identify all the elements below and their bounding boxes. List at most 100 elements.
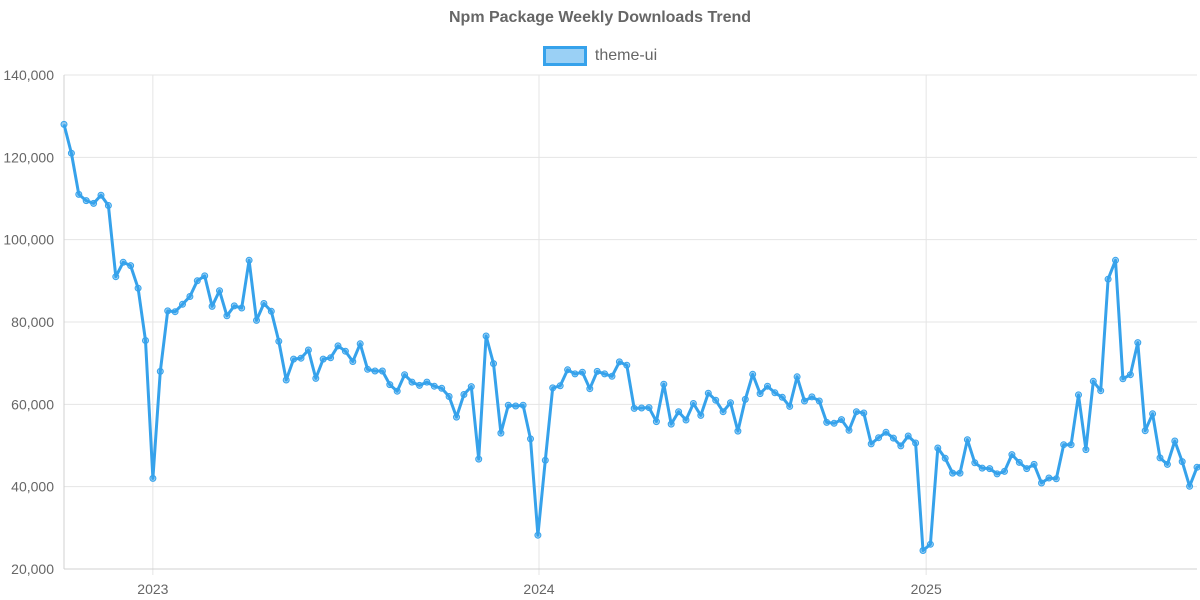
data-point [112,273,120,281]
data-point [164,307,172,315]
data-point [667,420,675,428]
data-point [986,465,994,473]
data-point [963,436,971,444]
data-point [238,304,246,312]
data-point [445,393,453,400]
data-point [60,120,68,128]
data-point [119,258,127,266]
data-point [104,202,112,209]
data-point [971,459,979,467]
data-point [1178,458,1186,466]
y-tick-label: 80,000 [11,314,54,330]
data-point [171,308,179,316]
data-point [1193,463,1200,471]
data-point [845,426,853,434]
data-point [764,382,771,390]
legend-label[interactable]: theme-ui [594,47,658,64]
data-point [689,400,697,407]
data-point [1104,275,1112,283]
data-point [356,340,364,348]
data-point [393,387,401,395]
data-point [1067,441,1075,449]
data-point [438,384,446,392]
data-point [519,401,527,409]
data-point [697,411,705,419]
data-point [216,287,223,295]
y-tick-label: 20,000 [11,561,54,577]
y-tick-label: 140,000 [3,67,54,83]
data-point [512,402,520,410]
data-point [341,347,349,355]
data-point [193,277,201,285]
data-point [712,396,720,404]
data-point [1082,446,1090,454]
data-point [808,393,816,401]
legend-swatch[interactable] [542,46,587,66]
data-point [623,361,631,369]
data-point [304,346,312,354]
data-point [564,366,572,374]
data-point [652,418,660,426]
data-point [956,469,964,477]
data-point [749,370,757,378]
data-point [1186,482,1194,490]
data-point [156,367,164,375]
data-point [1001,467,1008,475]
data-point [786,402,794,410]
data-point [504,401,512,409]
data-point [1097,387,1105,395]
data-point [704,389,712,397]
x-tick-label: 2025 [911,581,942,597]
data-point [660,380,668,388]
data-point [267,307,275,315]
data-point [319,355,327,363]
x-tick-labels: 2023 2024 2025 [137,581,942,597]
data-point [245,256,253,264]
data-point [571,370,579,378]
data-point [430,382,438,390]
data-point [741,395,749,403]
data-point [97,191,105,199]
data-point [497,429,505,437]
data-point [904,432,912,440]
y-tick-label: 120,000 [3,149,54,165]
data-point [408,378,416,386]
data-point [275,337,283,345]
data-point [423,378,431,386]
data-point [260,300,268,307]
data-point [327,354,335,362]
data-point [475,455,483,463]
data-point [467,383,475,391]
chart-title: Npm Package Weekly Downloads Trend [448,9,752,26]
data-point [1008,451,1016,459]
data-point [593,367,601,375]
data-point [586,385,594,393]
data-point [334,342,342,350]
data-point [727,399,734,407]
data-point [1163,460,1171,468]
data-point [82,197,90,205]
data-point [482,332,490,340]
data-point [1156,454,1164,462]
legend[interactable]: theme-ui [0,46,1200,66]
data-point [778,393,786,401]
data-point [134,284,142,292]
data-point [1089,377,1097,385]
data-point [838,416,845,424]
data-point [941,454,949,462]
data-point [378,367,386,375]
data-point [867,440,875,448]
data-point [719,408,727,416]
data-point [756,390,764,398]
data-point [149,474,157,482]
data-point [186,293,194,300]
data-point [882,428,890,436]
data-point [75,190,83,198]
data-point [608,372,616,380]
y-tick-labels: 20,000 40,000 60,000 80,000 100,000 120,000 14… [3,67,54,577]
y-tick-label: 100,000 [3,232,54,248]
data-point [541,456,549,464]
axes [63,75,1197,570]
data-point [223,312,231,320]
data-point [1052,475,1060,483]
